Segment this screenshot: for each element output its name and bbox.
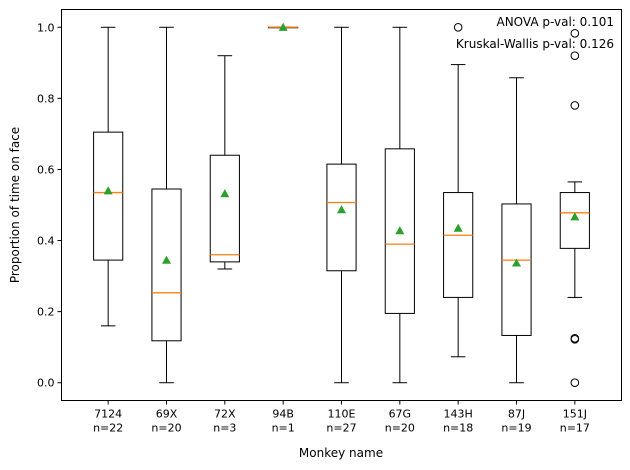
mean-marker bbox=[337, 205, 346, 214]
x-tick-label-name: 72X bbox=[214, 408, 236, 421]
x-tick-label-name: 69X bbox=[156, 408, 178, 421]
x-tick-label-count: n=19 bbox=[501, 422, 531, 435]
mean-marker bbox=[512, 258, 521, 267]
x-tick-label-count: n=18 bbox=[443, 422, 473, 435]
outlier-point bbox=[570, 51, 580, 61]
x-tick-label-count: n=20 bbox=[385, 422, 415, 435]
anova-annotation: ANOVA p-val: 0.101 bbox=[496, 15, 614, 29]
mean-marker bbox=[395, 226, 405, 235]
y-axis: 0.0 0.2 0.4 0.6 0.8 1.0 bbox=[37, 21, 62, 390]
plot-area bbox=[93, 22, 590, 388]
outlier-point bbox=[570, 378, 580, 388]
box bbox=[151, 188, 182, 342]
box bbox=[209, 154, 240, 263]
box-group-110e bbox=[326, 26, 357, 384]
outlier-point bbox=[570, 101, 580, 110]
x-axis: 7124n=2269Xn=2072Xn=394Bn=1110En=2767Gn=… bbox=[93, 400, 590, 435]
box-group-143h bbox=[443, 22, 474, 358]
x-tick-label-count: n=1 bbox=[272, 422, 295, 435]
mean-marker bbox=[103, 186, 113, 195]
x-tick-label-name: 7124 bbox=[94, 408, 122, 421]
box bbox=[93, 131, 124, 261]
x-tick-label-name: 143H bbox=[444, 408, 473, 421]
x-tick-label-count: n=22 bbox=[93, 422, 123, 435]
kruskal-wallis-annotation: Kruskal-Wallis p-val: 0.126 bbox=[456, 37, 614, 51]
mean-marker bbox=[570, 212, 580, 221]
box bbox=[384, 148, 415, 314]
box bbox=[559, 192, 590, 249]
box-group-67g bbox=[384, 26, 415, 384]
box bbox=[326, 163, 357, 272]
x-tick-label-name: 151J bbox=[563, 408, 587, 421]
y-tick-label: 0.4 bbox=[37, 235, 55, 248]
box-group-72x bbox=[209, 55, 240, 270]
box-group-7124 bbox=[93, 26, 124, 327]
box-group-69x bbox=[151, 26, 182, 384]
x-tick-label-count: n=27 bbox=[326, 422, 356, 435]
x-tick-label-name: 110E bbox=[328, 408, 356, 421]
x-tick-label-count: n=20 bbox=[151, 422, 181, 435]
x-axis-label: Monkey name bbox=[299, 446, 383, 460]
y-tick-label: 0.6 bbox=[37, 163, 55, 176]
x-tick-label-count: n=17 bbox=[560, 422, 590, 435]
box-group-87j bbox=[501, 77, 532, 384]
x-tick-label-count: n=3 bbox=[213, 422, 236, 435]
x-tick-label-name: 67G bbox=[389, 408, 412, 421]
outlier-point bbox=[570, 29, 580, 38]
mean-marker bbox=[162, 255, 171, 264]
box-group-151j bbox=[559, 29, 590, 388]
box bbox=[501, 203, 532, 336]
mean-marker bbox=[453, 223, 463, 232]
y-tick-label: 0.0 bbox=[37, 377, 55, 390]
y-tick-label: 1.0 bbox=[37, 21, 55, 34]
y-axis-label: Proportion of time on face bbox=[8, 127, 22, 283]
mean-marker bbox=[278, 22, 288, 31]
box-group-94b bbox=[268, 22, 299, 31]
outlier-point bbox=[570, 333, 580, 343]
x-tick-label-name: 94B bbox=[272, 408, 294, 421]
outlier-point bbox=[453, 22, 463, 32]
mean-marker bbox=[220, 189, 230, 198]
box bbox=[443, 192, 474, 298]
x-tick-label-name: 87J bbox=[508, 408, 525, 421]
y-tick-label: 0.8 bbox=[37, 92, 55, 105]
y-tick-label: 0.2 bbox=[37, 306, 55, 319]
